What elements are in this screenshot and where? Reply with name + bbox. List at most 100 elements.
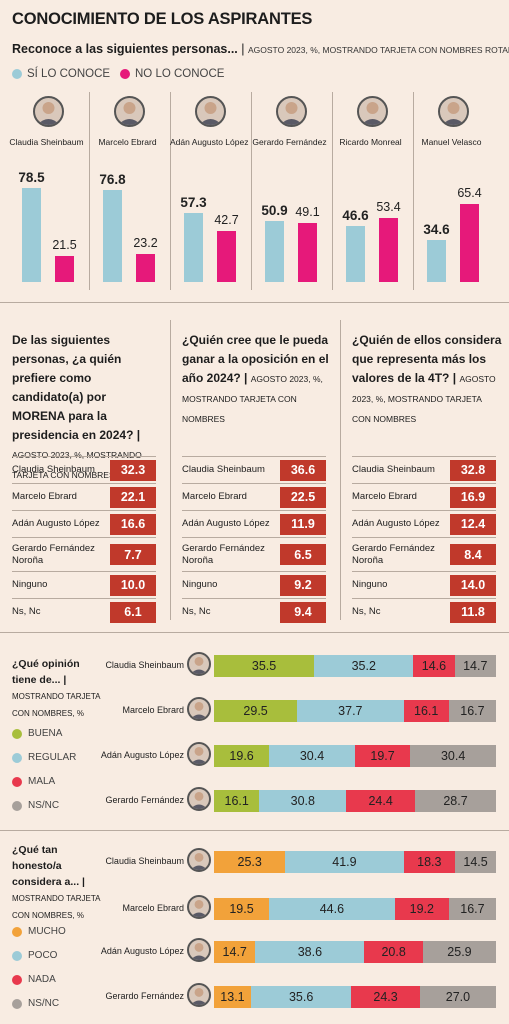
segment-ns-nc: 27.0 [419, 986, 496, 1008]
avatar [187, 652, 211, 676]
q3-text: ¿Quién de ellos considera que representa… [352, 333, 502, 385]
row-label: Claudia Sheinbaum [12, 464, 95, 475]
row-name: Marcelo Ebrard [122, 705, 184, 715]
segment-ns-nc: 14.7 [454, 655, 496, 677]
legend-swatch [12, 752, 22, 763]
segment-buena: 35.5 [214, 655, 315, 677]
legend-swatch [12, 998, 22, 1009]
avatar [194, 96, 226, 127]
candidate-name: Adán Augusto López [170, 137, 249, 147]
row-value: 11.9 [280, 513, 326, 535]
avatar [113, 96, 145, 127]
segment-ns-nc: 16.7 [448, 898, 496, 920]
divider: | [452, 371, 460, 385]
legend-swatch [12, 974, 22, 985]
table-row: Ninguno 9.2 [182, 571, 326, 598]
avatar [187, 983, 211, 1007]
divider [251, 92, 252, 290]
section1-note: AGOSTO 2023, %, MOSTRANDO TARJETA CON NO… [248, 45, 509, 55]
legend-ns-nc: NS/NC [12, 998, 59, 1009]
divider: | [82, 876, 85, 888]
row-value: 11.8 [450, 601, 496, 623]
table-row: Ns, Nc 9.4 [182, 598, 326, 625]
segment-mala: 19.7 [354, 745, 411, 767]
segment-ns-nc: 14.5 [455, 851, 496, 873]
row-name: Claudia Sheinbaum [105, 856, 184, 866]
row-value: 16.6 [110, 513, 156, 535]
row-label: Marcelo Ebrard [182, 491, 247, 502]
segment-buena: 29.5 [214, 700, 298, 722]
legend-regular: REGULAR [12, 752, 76, 763]
table-row: Adán Augusto López 16.6 [12, 510, 156, 537]
segment-poco: 35.6 [250, 986, 352, 1008]
row-label: Ns, Nc [12, 606, 41, 617]
segment-regular: 30.4 [269, 745, 355, 767]
segment-ns-nc: 25.9 [422, 941, 496, 963]
divider [0, 830, 509, 831]
legend-nada: NADA [12, 974, 56, 985]
bar-si [427, 240, 446, 282]
divider [340, 320, 341, 620]
table-1: Claudia Sheinbaum 32.3 Marcelo Ebrard 22.1 A… [12, 456, 156, 625]
bar-label-si: 57.3 [180, 195, 207, 211]
row-value: 6.5 [280, 544, 326, 565]
avatar [437, 96, 469, 127]
bar-label-si: 78.5 [18, 169, 45, 185]
row-label: Ninguno [182, 579, 218, 590]
legend-swatch [12, 950, 22, 961]
avatar [187, 787, 211, 811]
segment-nada: 18.3 [403, 851, 456, 873]
legend-label: MALA [28, 776, 56, 787]
bar-si [346, 226, 365, 282]
legend-no: NO LO CONOCE [120, 68, 224, 80]
legend-label: NADA [28, 974, 56, 985]
legend-mucho: MUCHO [12, 926, 66, 937]
table-row: Marcelo Ebrard 16.9 [352, 483, 496, 510]
bar-no [217, 230, 236, 282]
table-3: Claudia Sheinbaum 32.8 Marcelo Ebrard 16.9 A… [352, 456, 496, 625]
candidate-name: Manuel Velasco [421, 137, 482, 147]
q2-note: AGOSTO 2023, %, MOSTRANDO TARJETA CON NO… [182, 374, 323, 424]
legend-no-label: NO LO CONOCE [135, 68, 225, 80]
row-label: Claudia Sheinbaum [352, 464, 435, 475]
bar-no [136, 254, 155, 282]
row-name: Adán Augusto López [100, 750, 184, 760]
table-row: Ns, Nc 11.8 [352, 598, 496, 625]
table-row: Adán Augusto López 11.9 [182, 510, 326, 537]
segment-ns-nc: 30.4 [410, 745, 496, 767]
bar-label-no: 23.2 [133, 236, 158, 251]
row-value: 9.4 [280, 601, 326, 623]
row-label: Gerardo Fernández Noroña [12, 542, 95, 566]
row-value: 10.0 [110, 574, 156, 596]
legend-label: REGULAR [28, 752, 77, 763]
divider: | [244, 371, 251, 385]
avatar [187, 742, 211, 766]
bar-si [103, 189, 122, 282]
bar-label-si: 34.6 [423, 222, 450, 238]
row-label: Ns, Nc [182, 606, 211, 617]
legend-si-label: SÍ LO CONOCE [27, 68, 111, 80]
divider: | [136, 428, 141, 442]
avatar [356, 96, 388, 127]
q3-note: AGOSTO 2023, %, MOSTRANDO TARJETA CON NO… [352, 374, 496, 424]
segment-regular: 35.2 [314, 655, 414, 677]
divider [170, 320, 171, 620]
table-row: Gerardo Fernández Noroña 6.5 [182, 537, 326, 571]
legend-buena: BUENA [12, 728, 62, 739]
bar-no [379, 217, 398, 282]
row-name: Adán Augusto López [100, 946, 184, 956]
avatar [187, 895, 211, 919]
avatar [275, 96, 307, 127]
bar-no [55, 256, 74, 282]
row-label: Claudia Sheinbaum [182, 464, 265, 475]
honesty-question-block: ¿Qué tan honesto/a considera a... | MOST… [12, 842, 107, 924]
row-name: Marcelo Ebrard [122, 903, 184, 913]
table-row: Ninguno 14.0 [352, 571, 496, 598]
legend-poco: POCO [12, 950, 57, 961]
segment-nada: 20.8 [364, 941, 423, 963]
q3-block: ¿Quién de ellos considera que representa… [352, 331, 502, 429]
row-value: 12.4 [450, 513, 496, 535]
row-value: 14.0 [450, 574, 496, 596]
legend-label: MUCHO [28, 926, 66, 937]
